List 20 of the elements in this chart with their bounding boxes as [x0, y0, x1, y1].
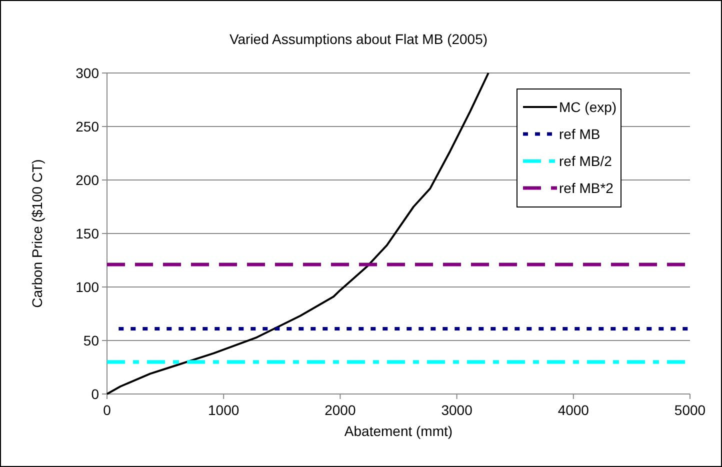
- y-tick-label: 100: [76, 279, 100, 295]
- x-tick-label: 0: [103, 402, 112, 418]
- legend-label: ref MB: [559, 126, 600, 142]
- x-tick-label: 2000: [324, 402, 356, 418]
- x-tick-label: 5000: [674, 402, 706, 418]
- y-axis-title: Carbon Price ($100 CT): [29, 159, 45, 308]
- x-tick-label: 3000: [441, 402, 473, 418]
- x-tick-label: 1000: [208, 402, 240, 418]
- y-tick-label: 50: [83, 332, 100, 348]
- y-tick-label: 0: [91, 386, 100, 402]
- y-tick-label: 300: [76, 65, 100, 81]
- legend-label: ref MB/2: [559, 153, 612, 169]
- legend-label: ref MB*2: [559, 180, 614, 196]
- legend-label: MC (exp): [559, 99, 617, 115]
- x-axis-title: Abatement (mmt): [344, 423, 453, 439]
- y-tick-label: 200: [76, 172, 100, 188]
- y-tick-label: 250: [76, 118, 100, 134]
- y-tick-label: 150: [76, 226, 100, 242]
- chart-title: Varied Assumptions about Flat MB (2005): [229, 31, 488, 47]
- x-tick-label: 4000: [558, 402, 590, 418]
